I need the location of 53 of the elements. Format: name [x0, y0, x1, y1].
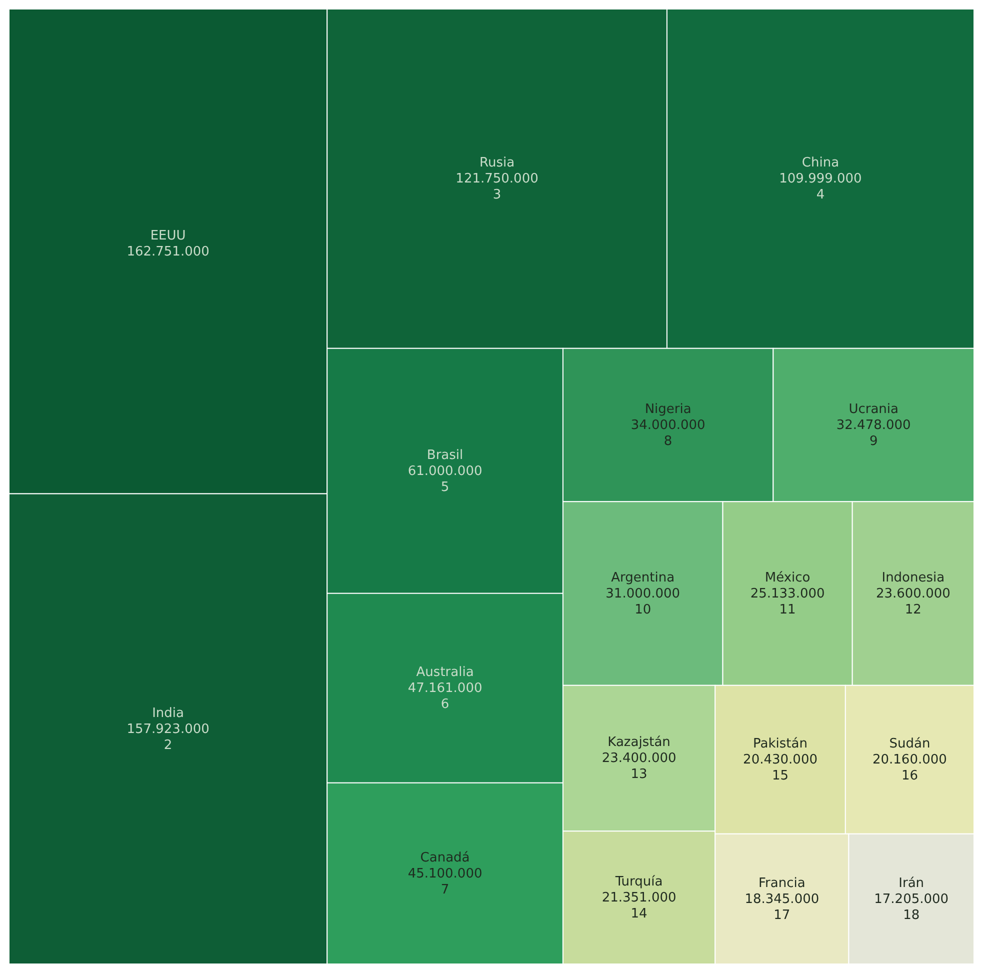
text: 2: [164, 738, 172, 753]
data-label: 31.000.000: [606, 586, 680, 602]
text: 18: [903, 908, 920, 923]
text: 11: [779, 602, 796, 618]
data-label: 20.160.000: [872, 752, 947, 768]
category-label: China: [802, 156, 840, 171]
data-label: 121.750.000: [456, 172, 538, 187]
text: 12: [904, 602, 922, 618]
data-label: 20.430.000: [743, 752, 818, 768]
data-label: 23.600.000: [876, 586, 950, 602]
category-label: Argentina: [611, 570, 675, 586]
text: 15: [772, 768, 789, 784]
category-label: Sudán: [889, 736, 930, 752]
data-label: 61.000.000: [408, 464, 482, 479]
category-label: EEUU: [150, 228, 186, 244]
text: 10: [634, 602, 652, 618]
text: 8: [664, 434, 672, 449]
data-label: 17.205.000: [874, 892, 949, 907]
category-label: Francia: [758, 876, 806, 891]
category-label: Canadá: [420, 850, 470, 866]
category-label: Turquía: [614, 874, 663, 890]
data-label: 162.751.000: [126, 244, 210, 260]
text: 7: [440, 882, 450, 898]
category-label: México: [764, 570, 810, 586]
data-label: 157.923.000: [126, 722, 210, 737]
text: 16: [901, 768, 918, 784]
data-label: 21.351.000: [602, 890, 676, 906]
category-label: Australia: [416, 665, 474, 680]
category-label: Irán: [898, 876, 924, 891]
category-label: Indonesia: [882, 570, 945, 586]
text: 13: [630, 767, 648, 782]
data-label: 45.100.000: [408, 866, 482, 882]
category-label: Nigeria: [644, 402, 692, 417]
text: 4: [816, 188, 825, 203]
data-label: 18.345.000: [744, 892, 820, 907]
category-label: Kazajstán: [608, 735, 670, 750]
data-label: 47.161.000: [408, 681, 482, 696]
text: 14: [630, 906, 648, 922]
text: 3: [492, 188, 502, 203]
data-label: 34.000.000: [630, 418, 706, 433]
category-label: Brasil: [426, 448, 464, 463]
text: 6: [440, 697, 450, 712]
data-label: 23.400.000: [602, 751, 676, 766]
category-label: India: [152, 706, 184, 721]
text: 9: [869, 434, 878, 449]
category-label: Pakistán: [753, 736, 808, 752]
text: 17: [774, 908, 790, 923]
category-label: Rusia: [480, 156, 515, 171]
category-label: Ucrania: [848, 402, 898, 417]
data-label: 32.478.000: [836, 418, 911, 433]
data-label: 25.133.000: [750, 586, 825, 602]
data-label: 109.999.000: [779, 172, 862, 187]
text: 5: [440, 480, 450, 495]
